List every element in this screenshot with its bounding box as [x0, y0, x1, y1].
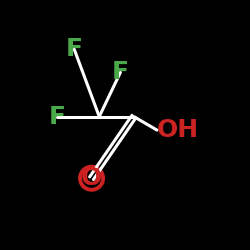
Text: OH: OH	[157, 118, 199, 142]
Text: F: F	[48, 104, 66, 128]
Text: O: O	[81, 166, 102, 190]
Text: F: F	[112, 60, 129, 84]
Text: F: F	[66, 37, 83, 61]
